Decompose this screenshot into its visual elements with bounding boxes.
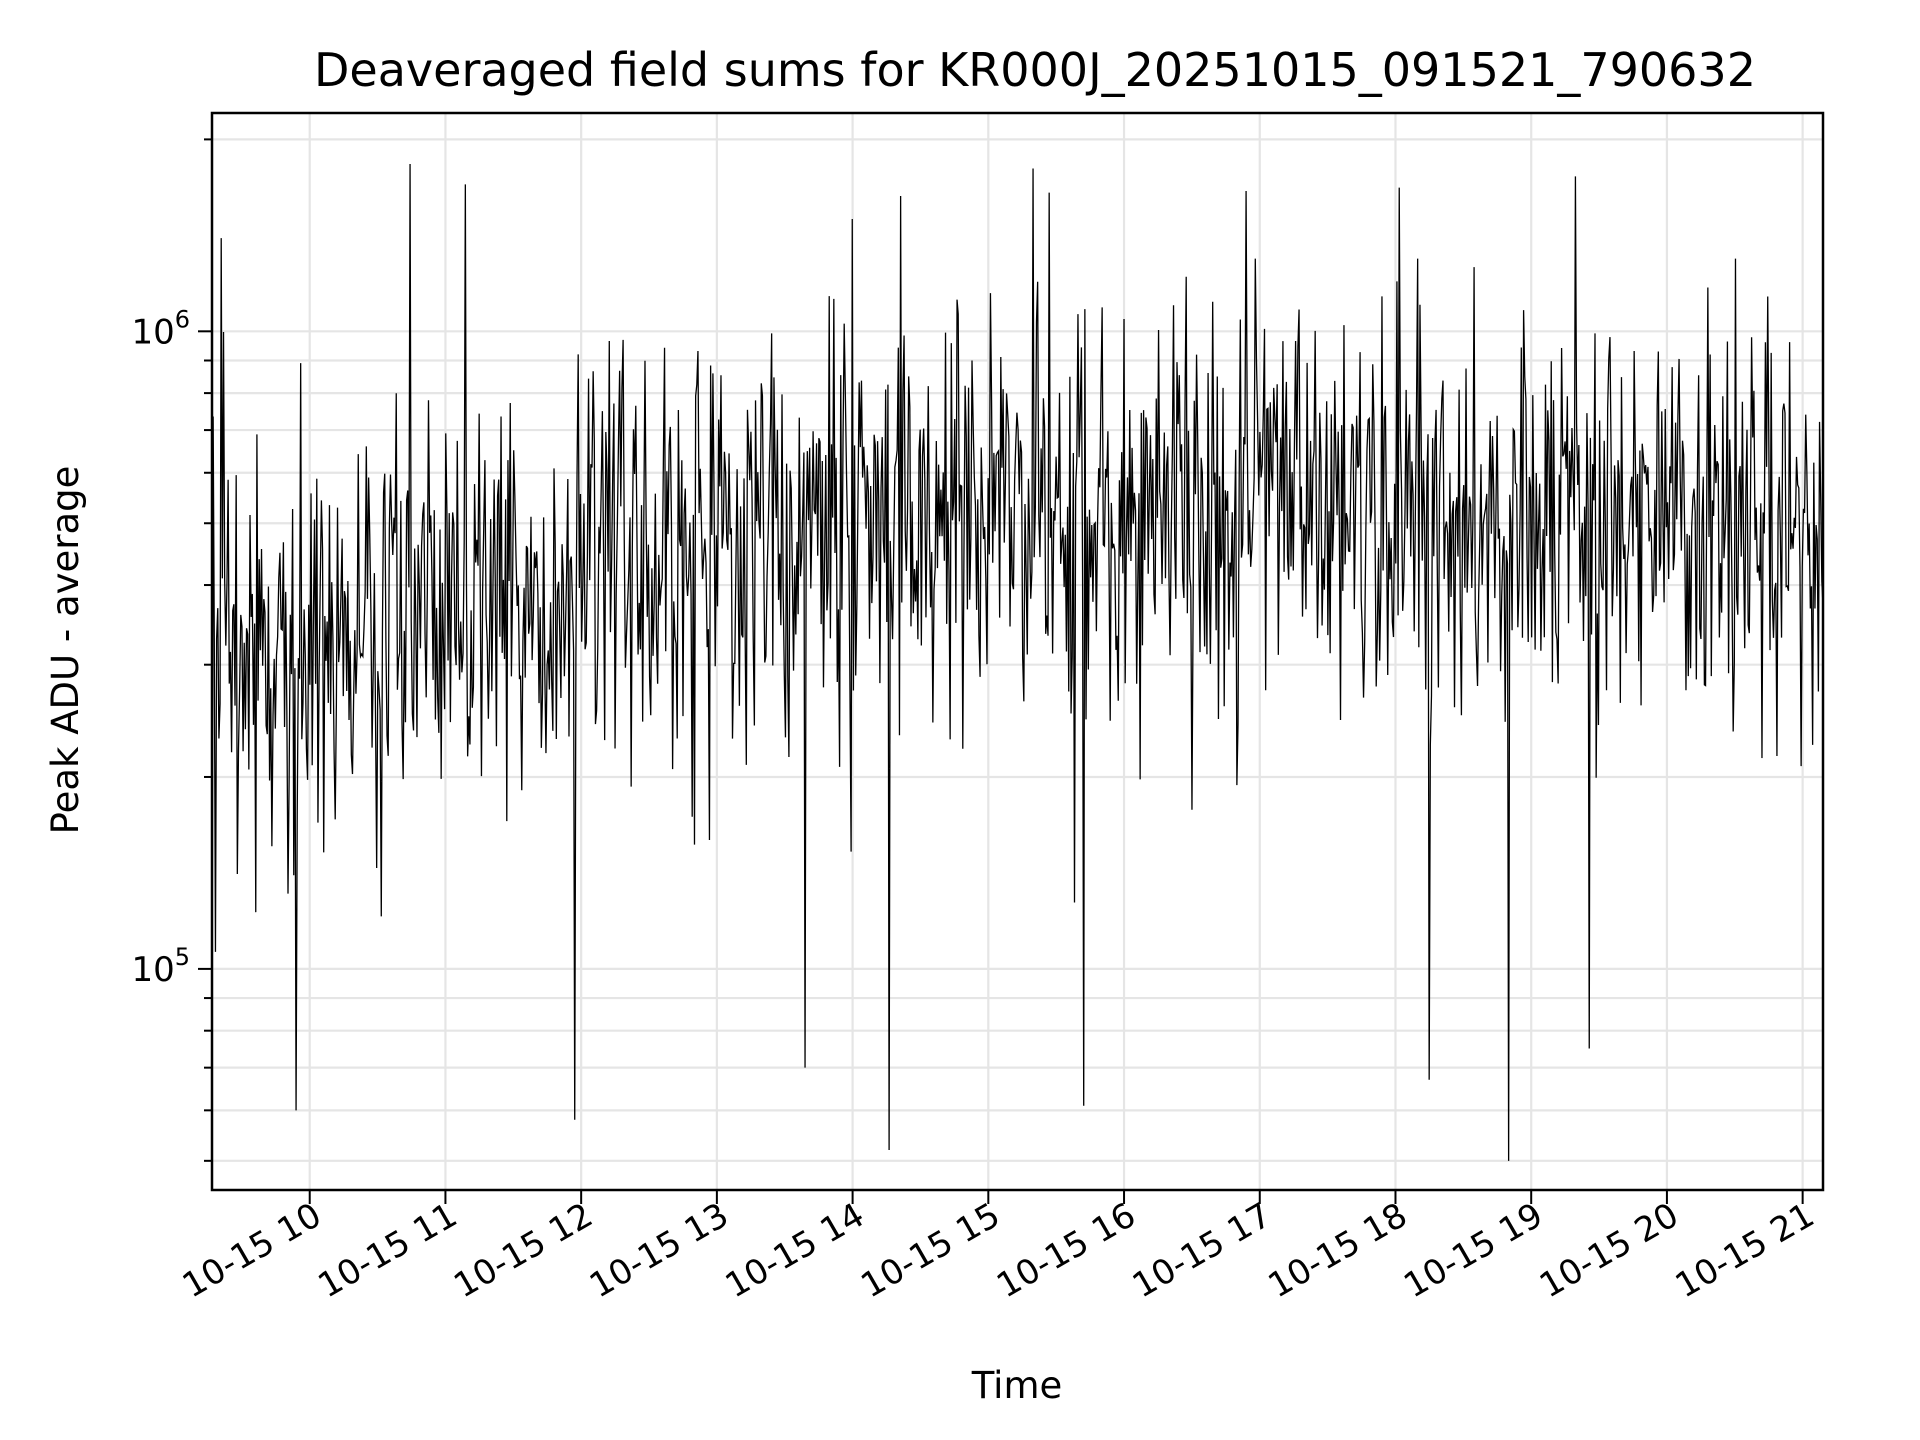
y-tick-label: 106 — [131, 305, 190, 352]
x-tick-label: 10-15 18 — [1262, 1195, 1414, 1306]
x-axis-label: Time — [971, 1364, 1063, 1407]
x-tick-label: 10-15 21 — [1669, 1195, 1821, 1306]
x-tick-label: 10-15 17 — [1126, 1195, 1278, 1306]
x-tick-label: 10-15 16 — [990, 1195, 1142, 1306]
x-tick-label: 10-15 12 — [447, 1195, 599, 1306]
plot-frame — [210, 111, 1825, 1192]
series-line — [212, 163, 1823, 1161]
series-path — [212, 163, 1823, 1161]
chart-title: Deaveraged field sums for KR000J_2025101… — [314, 43, 1756, 97]
y-axis-label: Peak ADU - average — [44, 466, 87, 835]
x-tick-label: 10-15 11 — [312, 1195, 464, 1306]
grid — [212, 113, 1823, 1190]
y-tick-label: 105 — [131, 943, 190, 990]
x-tick-label: 10-15 19 — [1397, 1195, 1549, 1306]
y-axis: 105 106 — [131, 138, 212, 1162]
x-tick-label: 10-15 15 — [854, 1195, 1006, 1306]
x-tick-label: 10-15 14 — [719, 1195, 871, 1306]
x-tick-label: 10-15 13 — [583, 1195, 735, 1306]
x-tick-label: 10-15 20 — [1533, 1195, 1685, 1306]
x-tick-label: 10-15 10 — [176, 1195, 328, 1306]
